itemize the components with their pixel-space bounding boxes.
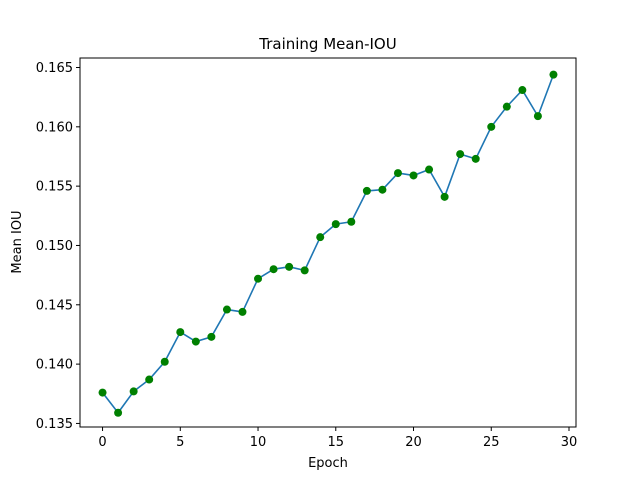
data-point	[533, 112, 542, 121]
data-point	[549, 70, 558, 79]
data-point	[160, 357, 169, 366]
data-point	[254, 274, 263, 283]
series-line	[101, 74, 555, 414]
x-tick-label: 10	[250, 435, 267, 450]
data-point	[409, 171, 418, 180]
y-tick-label: 0.155	[36, 180, 73, 195]
data-point	[331, 220, 340, 229]
data-point	[129, 387, 138, 396]
y-tick-label: 0.140	[36, 358, 73, 373]
plot-frame	[79, 57, 577, 428]
y-tick-label: 0.145	[36, 298, 73, 313]
data-point	[114, 408, 123, 417]
data-point	[145, 375, 154, 384]
x-tick-label: 0	[98, 435, 106, 450]
data-point	[347, 217, 356, 226]
data-point	[285, 262, 294, 271]
data-point	[316, 233, 325, 242]
plot-content	[98, 70, 558, 417]
data-point	[207, 332, 216, 341]
x-tick-label: 25	[483, 435, 500, 450]
data-point	[300, 266, 309, 275]
x-tick-label: 30	[561, 435, 578, 450]
data-point	[393, 169, 402, 178]
data-point	[98, 388, 107, 397]
data-point	[269, 265, 278, 274]
x-tick-label: 15	[328, 435, 345, 450]
data-point	[425, 165, 434, 174]
data-point	[191, 337, 200, 346]
data-point	[222, 305, 231, 314]
data-point	[518, 86, 527, 95]
data-point	[487, 122, 496, 131]
y-tick-label: 0.165	[36, 61, 73, 76]
y-tick-label: 0.150	[36, 239, 73, 254]
data-point	[502, 102, 511, 111]
data-point	[238, 307, 247, 316]
data-point	[378, 185, 387, 194]
data-point	[362, 186, 371, 195]
y-axis-ticks: 0.135 0.140 0.145 0.150 0.155 0.160 0.165	[36, 61, 80, 432]
data-point	[176, 328, 185, 337]
data-point	[456, 150, 465, 159]
data-point	[440, 192, 449, 201]
y-tick-label: 0.135	[36, 417, 73, 432]
y-axis-label: Mean IOU	[10, 210, 25, 273]
chart-title: Training Mean-IOU	[258, 35, 396, 53]
y-tick-label: 0.160	[36, 120, 73, 135]
x-tick-label: 5	[176, 435, 184, 450]
data-point	[471, 154, 480, 163]
x-axis-ticks: 0 5 10 15 20 25 30	[98, 427, 577, 450]
x-axis-label: Epoch	[308, 456, 348, 471]
x-tick-label: 20	[405, 435, 422, 450]
